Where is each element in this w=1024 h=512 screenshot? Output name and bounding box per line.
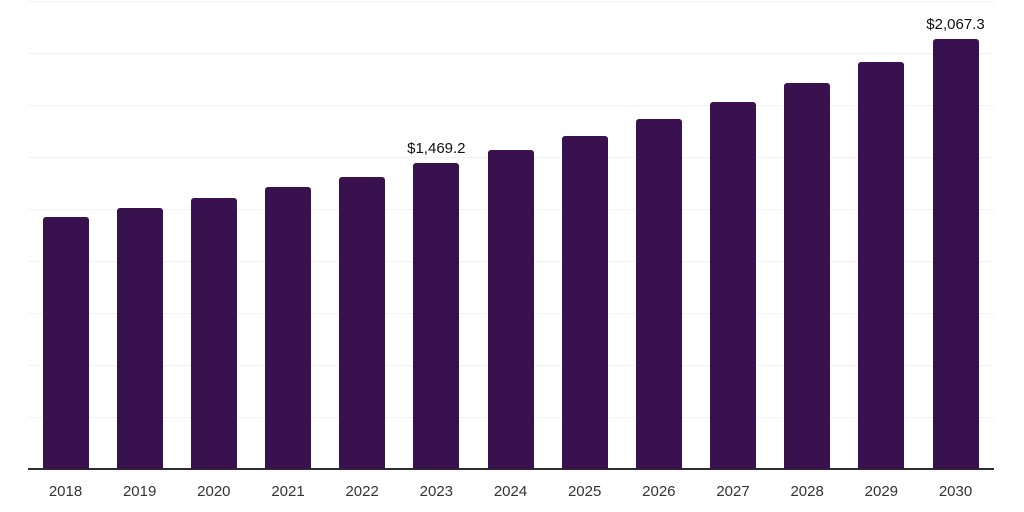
plot-area: $1,469.2 $2,067.3 [28,0,994,470]
bar-2024 [487,150,534,469]
x-tick-label-2023: 2023 [419,483,454,500]
x-tick-label-2026: 2026 [642,483,676,500]
gridline [28,53,994,54]
value-label-2023: $1,469.2 [407,140,466,157]
x-tick-label-2022: 2022 [345,483,379,500]
x-tick-label-2020: 2020 [197,483,231,500]
x-tick-label-2021: 2021 [271,483,305,500]
bar-2023 [413,163,460,469]
x-tick-label-2024: 2024 [493,483,528,500]
bar-2021 [265,187,311,469]
gridline [28,1,994,2]
x-axis-line [28,468,994,470]
bar-2027 [710,102,756,469]
x-tick-label-2030: 2030 [938,483,973,500]
x-tick-label-2019: 2019 [122,483,157,500]
bar-2022 [339,177,386,469]
x-tick-label-2025: 2025 [567,483,602,500]
value-label-2030: $2,067.3 [926,16,985,33]
bar-2029 [858,62,905,469]
x-tick-label-2018: 2018 [48,483,83,500]
bar-2018 [42,217,89,469]
bar-2026 [635,119,682,469]
x-tick-label-2028: 2028 [790,483,824,500]
x-tick-label-2029: 2029 [864,483,899,500]
bar-2028 [784,83,831,469]
bar-2030 [932,39,979,469]
gridline [28,105,994,106]
bar-2025 [561,136,608,469]
bar-2020 [190,198,237,469]
bar-2019 [116,208,163,469]
x-tick-label-2027: 2027 [716,483,750,500]
